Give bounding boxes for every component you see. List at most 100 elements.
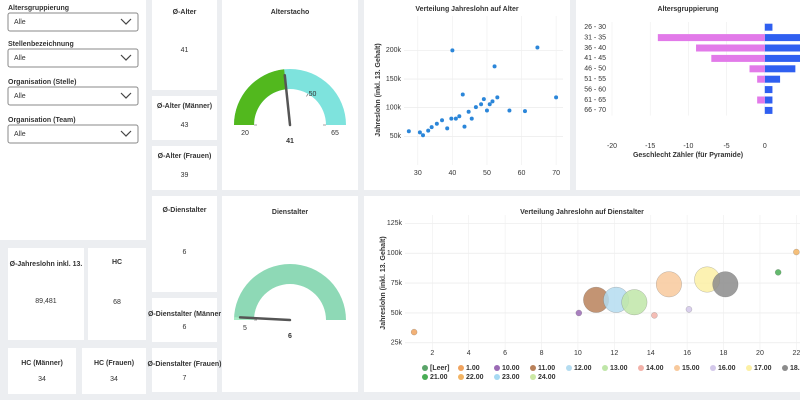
bubble: [655, 271, 682, 298]
kpi-value: 41: [181, 47, 189, 54]
point: [484, 108, 489, 113]
bubble: [685, 306, 693, 313]
point: [487, 102, 492, 107]
x-tick-label: 20: [756, 350, 764, 357]
point: [457, 114, 462, 119]
bar: [657, 34, 765, 42]
dropdown[interactable]: [7, 124, 139, 144]
x-tick-label: 16: [683, 350, 691, 357]
dropdown-value: Alle: [14, 93, 26, 100]
bubble: [793, 248, 800, 256]
legend-label: 18.00: [790, 365, 800, 372]
gauge-card: [222, 0, 358, 190]
x-tick-label: 30: [414, 170, 422, 177]
category-label: 36 - 40: [584, 45, 606, 52]
y-tick-label: 50k: [391, 310, 403, 317]
gauge-value: 6: [288, 333, 292, 340]
x-tick-label: 50: [483, 170, 491, 177]
point: [535, 45, 540, 50]
x-tick-label: 0: [763, 143, 767, 150]
bubble: [774, 269, 782, 276]
category-label: 66 - 70: [584, 107, 606, 114]
point: [490, 99, 495, 104]
legend-label: 24.00: [538, 374, 556, 381]
point: [417, 130, 422, 135]
gauge-band: [234, 264, 346, 320]
filter-label: Organisation (Team): [8, 117, 76, 124]
kpi-value: 43: [181, 122, 189, 129]
legend-swatch: [422, 365, 428, 371]
kpi-value: 39: [181, 172, 189, 179]
bar: [757, 96, 765, 104]
kpi-label: Ø-Dienstalter: [163, 207, 207, 214]
gauge-tick-label: 5: [243, 325, 247, 332]
bar: [764, 54, 800, 62]
kpi-card: [152, 348, 217, 392]
gauge-tick-label: 50: [309, 91, 317, 98]
gauge-tick: [306, 93, 309, 97]
gauge-needle: [238, 316, 292, 322]
gauge-tick-label: 65: [331, 130, 339, 137]
filter-label: Organisation (Stelle): [8, 79, 76, 86]
dropdown[interactable]: [7, 86, 139, 106]
legend-swatch: [422, 374, 428, 380]
legend-label: 12.00: [574, 365, 592, 372]
legend-swatch: [530, 374, 536, 380]
point: [406, 129, 411, 134]
x-tick-label: 14: [647, 350, 655, 357]
bar: [764, 75, 781, 83]
point: [492, 64, 497, 69]
legend-label: 14.00: [646, 365, 664, 372]
pyramid-card: [576, 0, 800, 190]
bubble: [712, 271, 739, 298]
bubble: [651, 312, 658, 319]
legend-swatch: [494, 374, 500, 380]
legend-swatch: [566, 365, 572, 371]
x-tick-label: 18: [720, 350, 728, 357]
bubble: [575, 309, 583, 317]
chevron: [120, 18, 132, 25]
bubble: [410, 328, 418, 336]
x-tick-label: -20: [607, 143, 617, 150]
point: [421, 133, 426, 138]
y-tick-label: 50k: [390, 133, 402, 140]
bar: [711, 54, 765, 62]
bar: [764, 86, 773, 94]
y-axis-label: Jahreslohn (inkl. 13. Gehalt): [375, 43, 382, 136]
y-tick-label: 200k: [386, 47, 402, 54]
kpi-value: 6: [183, 249, 187, 256]
point: [554, 95, 559, 100]
dropdown[interactable]: [7, 12, 139, 32]
x-tick-label: -15: [645, 143, 655, 150]
kpi-value: 89,481: [35, 298, 57, 305]
bar: [764, 44, 800, 52]
point: [453, 116, 458, 121]
legend-label: 10.00: [502, 365, 520, 372]
x-tick-label: 10: [574, 350, 582, 357]
x-tick-label: -5: [723, 143, 729, 150]
point: [449, 116, 454, 121]
filter-panel: [0, 0, 146, 240]
point: [469, 116, 474, 121]
x-tick-label: -10: [683, 143, 693, 150]
kpi-card: [8, 248, 84, 340]
dropdown-value: Alle: [14, 19, 26, 26]
legend-label: 23.00: [502, 374, 520, 381]
kpi-label: Ø-Alter (Männer): [157, 103, 212, 110]
dropdown[interactable]: [7, 48, 139, 68]
bar: [764, 34, 800, 42]
kpi-label: Ø-Dienstalter (Männer: [148, 311, 221, 318]
kpi-card: [8, 348, 76, 394]
kpi-label: HC (Frauen): [94, 360, 134, 367]
gauge-value: 41: [286, 138, 294, 145]
gauge-tick-label: 20: [241, 130, 249, 137]
legend-label: 11.00: [538, 365, 555, 372]
bar: [764, 23, 773, 31]
filter-label: Stellenbezeichnung: [8, 41, 74, 48]
x-tick-label: 70: [552, 170, 560, 177]
bar: [749, 65, 765, 73]
y-tick-label: 150k: [386, 76, 402, 83]
gauge-title: Dienstalter: [272, 209, 308, 216]
kpi-card: [152, 96, 217, 140]
chart-title: Verteilung Jahreslohn auf Dienstalter: [520, 209, 644, 216]
